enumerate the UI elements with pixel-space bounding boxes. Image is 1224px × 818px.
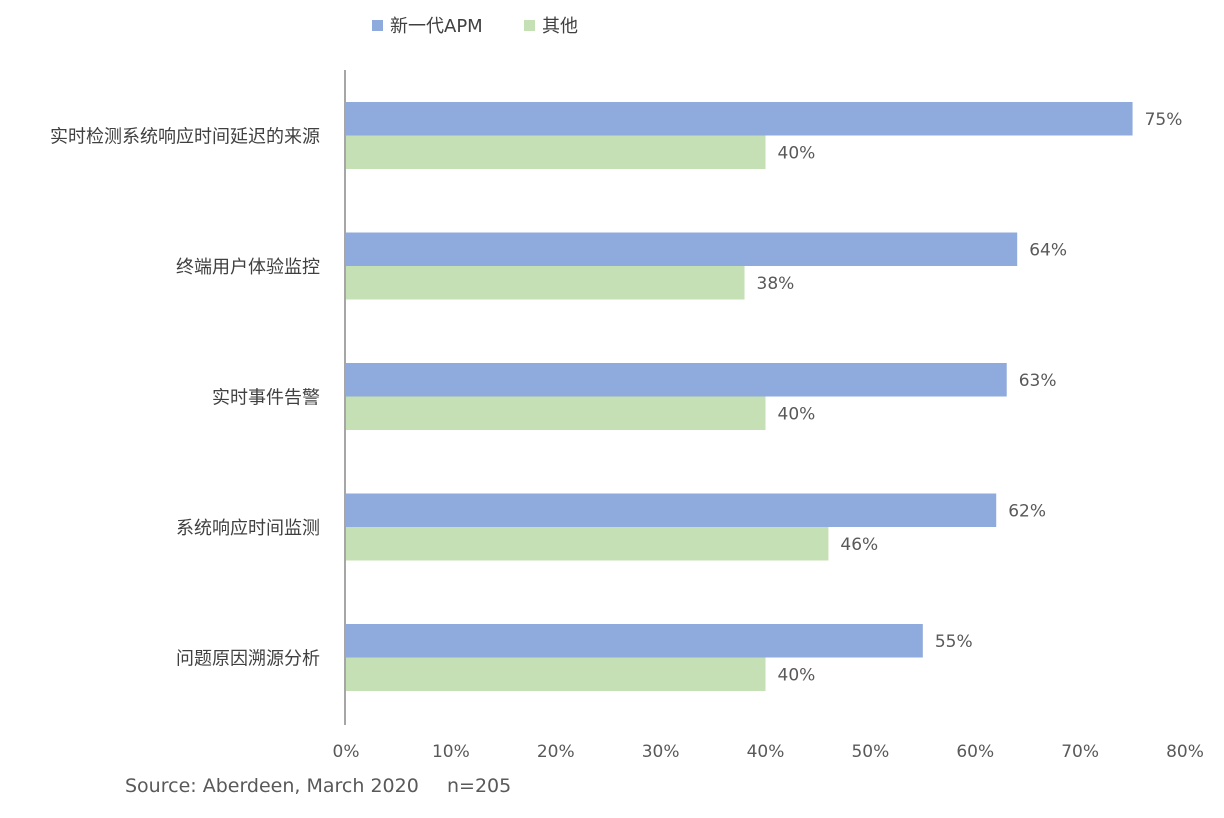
value-label-series2-cat1: 40% [778,143,816,163]
bar-series1-cat3 [346,363,1007,397]
category-label-5: 问题原因溯源分析 [176,649,320,670]
x-tick-label-1: 0% [333,742,360,762]
bar-series2-cat2 [346,266,745,300]
value-label-series1-cat1: 75% [1145,110,1183,130]
category-label-1: 实时检测系统响应时间延迟的来源 [50,127,320,148]
category-label-4: 系统响应时间监测 [176,518,320,539]
x-tick-label-6: 50% [851,742,889,762]
x-tick-label-8: 70% [1061,742,1099,762]
category-label-3: 实时事件告警 [212,388,320,409]
legend-label-1: 新一代APM [390,16,483,37]
x-tick-label-5: 40% [747,742,785,762]
axes: 0% 10% 20% 30% 40% 50% 60% 70% 80% [333,70,1204,762]
category-label-2: 终端用户体验监控 [176,257,320,278]
value-label-series1-cat5: 55% [935,632,973,652]
bar-series1-cat4 [346,493,997,527]
bars [346,102,1133,691]
bar-series1-cat1 [346,102,1133,136]
legend-swatch-1 [372,20,383,31]
value-label-series2-cat2: 38% [757,274,795,294]
bar-series1-cat5 [346,624,923,658]
x-tick-label-3: 20% [537,742,575,762]
x-tick-label-2: 10% [432,742,470,762]
bar-series2-cat3 [346,396,766,430]
x-tick-label-4: 30% [642,742,680,762]
legend-label-2: 其他 [542,16,578,37]
source-text: Source: Aberdeen, March 2020 [125,775,419,797]
value-label-series1-cat3: 63% [1019,371,1057,391]
sample-size-text: n=205 [447,775,511,797]
legend: 新一代APM 其他 [372,16,578,37]
footer: Source: Aberdeen, March 2020 n=205 [125,775,511,797]
legend-swatch-2 [524,20,535,31]
x-tick-label-7: 60% [956,742,994,762]
value-label-series1-cat2: 64% [1029,240,1067,260]
value-labels: 75% 40% 64% 38% 63% 40% 62% 46% 55% 40% [757,110,1183,686]
bar-series2-cat5 [346,657,766,691]
value-label-series1-cat4: 62% [1008,501,1046,521]
bar-series1-cat2 [346,232,1018,266]
x-tick-label-9: 80% [1166,742,1204,762]
bar-series2-cat1 [346,135,766,169]
value-label-series2-cat5: 40% [778,665,816,685]
value-label-series2-cat4: 46% [840,535,878,555]
category-labels: 实时检测系统响应时间延迟的来源终端用户体验监控实时事件告警系统响应时间监测问题原… [50,127,320,670]
value-label-series2-cat3: 40% [778,404,816,424]
bar-series2-cat4 [346,527,829,561]
